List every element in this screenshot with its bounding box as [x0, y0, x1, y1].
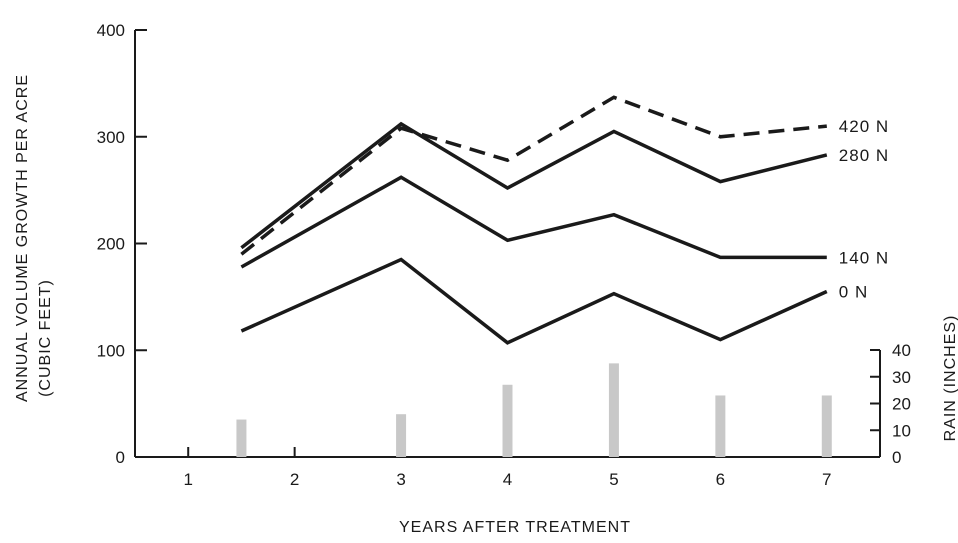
series-labels: 420 N 280 N 140 N 0 N [839, 117, 889, 302]
x-tick-label: 3 [396, 470, 405, 489]
series-label: 280 N [839, 146, 889, 165]
series-label: 140 N [839, 248, 889, 267]
y-tick-label: 400 [97, 21, 125, 40]
series-line-280-n [240, 121, 828, 250]
x-tick-label: 2 [290, 470, 299, 489]
x-tick-label: 7 [822, 470, 831, 489]
series-line-0-n [240, 257, 828, 345]
rain-bar [236, 419, 247, 457]
rain-tick-label: 0 [892, 448, 901, 467]
rain-bar [608, 363, 619, 457]
series-lines [240, 95, 828, 345]
x-axis-title: YEARS AFTER TREATMENT [399, 519, 631, 536]
rain-bars [236, 363, 832, 457]
rain-bar [502, 384, 513, 457]
series-line-140-n [240, 175, 827, 269]
rain-axis-title: RAIN (INCHES) [942, 315, 958, 442]
x-tick-label: 6 [716, 470, 725, 489]
rain-tick-label: 30 [892, 368, 911, 387]
y-tick-label: 100 [97, 341, 125, 360]
series-line-420-n [240, 95, 827, 256]
rain-tick-label: 20 [892, 395, 911, 414]
y-tick-label: 0 [116, 448, 125, 467]
series-label: 420 N [839, 117, 889, 136]
y-tick-label: 200 [97, 235, 125, 254]
rain-bar [396, 414, 407, 457]
x-tick-label: 4 [503, 470, 512, 489]
y-axis-title-line2: (CUBIC FEET) [37, 279, 54, 397]
series-label: 0 N [839, 283, 868, 302]
rain-bar [715, 395, 726, 457]
rain-tick-label: 10 [892, 421, 911, 440]
tick-labels: 0 100 200 300 400 1 2 3 4 5 6 7 0 10 20 30 40 [97, 21, 911, 489]
rain-bar [821, 395, 832, 457]
y-axis-title-line1: ANNUAL VOLUME GROWTH PER ACRE [14, 74, 31, 402]
y-tick-label: 300 [97, 128, 125, 147]
x-tick-label: 5 [609, 470, 618, 489]
rain-tick-label: 40 [892, 341, 911, 360]
x-tick-label: 1 [183, 470, 192, 489]
